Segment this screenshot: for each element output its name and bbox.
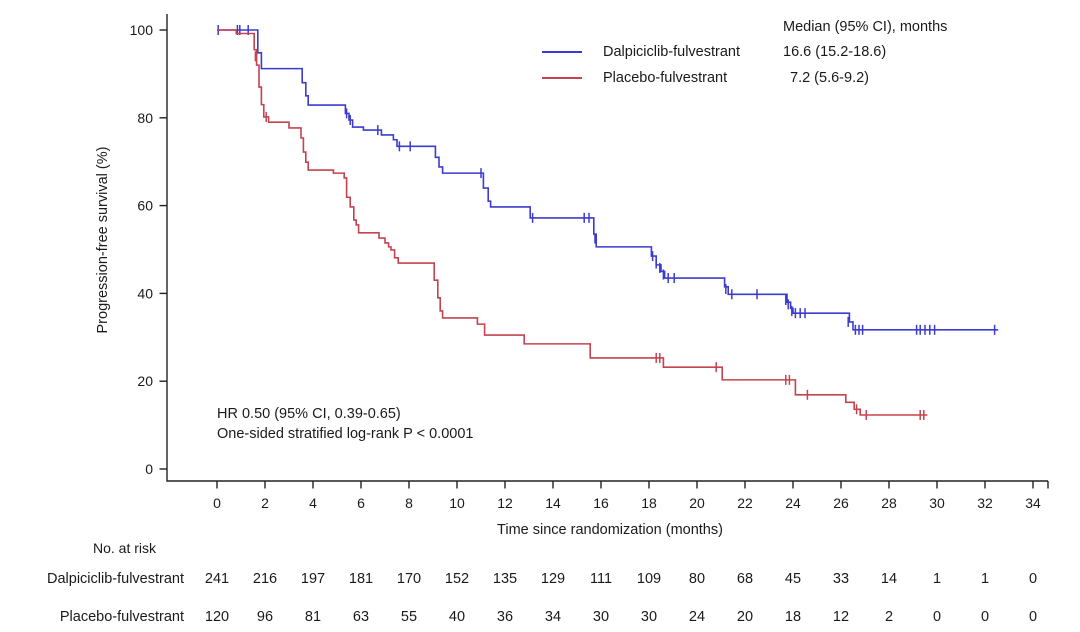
x-tick-label: 20 bbox=[689, 495, 705, 511]
y-tick-label: 60 bbox=[137, 198, 153, 214]
y-tick-label: 20 bbox=[137, 373, 153, 389]
at-risk-count: 36 bbox=[496, 609, 514, 625]
at-risk-count: 34 bbox=[544, 609, 562, 625]
x-tick-label: 4 bbox=[309, 495, 317, 511]
x-axis-title: Time since randomization (months) bbox=[497, 522, 723, 538]
x-tick-label: 34 bbox=[1025, 495, 1041, 511]
y-axis-title: Progression-free survival (%) bbox=[95, 146, 111, 334]
at-risk-row-label-placebo: Placebo-fulvestrant bbox=[59, 609, 184, 625]
at-risk-count: 30 bbox=[592, 609, 610, 625]
at-risk-count: 68 bbox=[736, 571, 754, 587]
survival-curve-placebo bbox=[217, 29, 928, 416]
at-risk-count: 135 bbox=[492, 571, 518, 587]
x-tick-label: 28 bbox=[881, 495, 897, 511]
y-tick-label: 80 bbox=[137, 110, 153, 126]
x-tick-label: 22 bbox=[737, 495, 753, 511]
pvalue-annotation: One-sided stratified log-rank P < 0.0001 bbox=[217, 426, 474, 442]
at-risk-count: 33 bbox=[832, 571, 850, 587]
legend-median-header: Median (95% CI), months bbox=[783, 19, 948, 35]
at-risk-count: 0 bbox=[980, 609, 990, 625]
at-risk-count: 170 bbox=[396, 571, 422, 587]
legend-label-dalpiciclib: Dalpiciclib-fulvestrant bbox=[603, 44, 740, 60]
at-risk-count: 45 bbox=[784, 571, 802, 587]
at-risk-count: 129 bbox=[540, 571, 566, 587]
at-risk-count: 63 bbox=[352, 609, 370, 625]
at-risk-count: 1 bbox=[980, 571, 990, 587]
at-risk-count: 12 bbox=[832, 609, 850, 625]
x-tick-label: 18 bbox=[641, 495, 657, 511]
survival-curve-dalpiciclib bbox=[217, 29, 999, 331]
x-tick-label: 2 bbox=[261, 495, 269, 511]
legend-line-placebo-icon bbox=[542, 77, 582, 79]
x-tick-label: 10 bbox=[449, 495, 465, 511]
at-risk-count: 24 bbox=[688, 609, 706, 625]
at-risk-count: 0 bbox=[1028, 609, 1038, 625]
at-risk-count: 152 bbox=[444, 571, 470, 587]
x-tick-label: 32 bbox=[977, 495, 993, 511]
at-risk-row-label-dalpiciclib: Dalpiciclib-fulvestrant bbox=[47, 571, 184, 587]
at-risk-count: 216 bbox=[252, 571, 278, 587]
at-risk-count: 197 bbox=[300, 571, 326, 587]
at-risk-count: 111 bbox=[589, 571, 613, 587]
legend-median-dalpiciclib: 16.6 (15.2-18.6) bbox=[783, 44, 887, 60]
at-risk-count: 40 bbox=[448, 609, 466, 625]
at-risk-count: 0 bbox=[932, 609, 942, 625]
x-tick-label: 8 bbox=[405, 495, 413, 511]
y-tick-label: 100 bbox=[130, 22, 154, 38]
axis-lines bbox=[166, 14, 1048, 482]
at-risk-count: 1 bbox=[932, 571, 942, 587]
at-risk-count: 0 bbox=[1028, 571, 1038, 587]
y-tick-label: 40 bbox=[137, 285, 153, 301]
x-tick-label: 24 bbox=[785, 495, 801, 511]
hazard-ratio-annotation: HR 0.50 (95% CI, 0.39-0.65) bbox=[217, 406, 401, 422]
at-risk-count: 14 bbox=[880, 571, 898, 587]
legend-label-placebo: Placebo-fulvestrant bbox=[603, 70, 728, 86]
at-risk-count: 18 bbox=[784, 609, 802, 625]
x-tick-label: 0 bbox=[213, 495, 221, 511]
legend-line-dalpiciclib-icon bbox=[542, 51, 582, 53]
at-risk-count: 241 bbox=[204, 571, 230, 587]
at-risk-count: 120 bbox=[204, 609, 230, 625]
at-risk-header: No. at risk bbox=[93, 540, 157, 556]
at-risk-count: 96 bbox=[256, 609, 274, 625]
x-tick-label: 16 bbox=[593, 495, 609, 511]
x-tick-label: 14 bbox=[545, 495, 561, 511]
at-risk-count: 181 bbox=[348, 571, 374, 587]
at-risk-count: 55 bbox=[400, 609, 418, 625]
legend-median-placebo: 7.2 (5.6-9.2) bbox=[790, 70, 869, 86]
x-tick-label: 12 bbox=[497, 495, 513, 511]
at-risk-count: 81 bbox=[304, 609, 322, 625]
at-risk-count: 80 bbox=[688, 571, 706, 587]
x-tick-label: 26 bbox=[833, 495, 849, 511]
at-risk-count: 2 bbox=[884, 609, 894, 625]
at-risk-count: 109 bbox=[636, 571, 662, 587]
x-tick-label: 30 bbox=[929, 495, 945, 511]
at-risk-count: 20 bbox=[736, 609, 754, 625]
x-tick-label: 6 bbox=[357, 495, 365, 511]
at-risk-count: 30 bbox=[640, 609, 658, 625]
y-tick-label: 0 bbox=[145, 461, 153, 477]
